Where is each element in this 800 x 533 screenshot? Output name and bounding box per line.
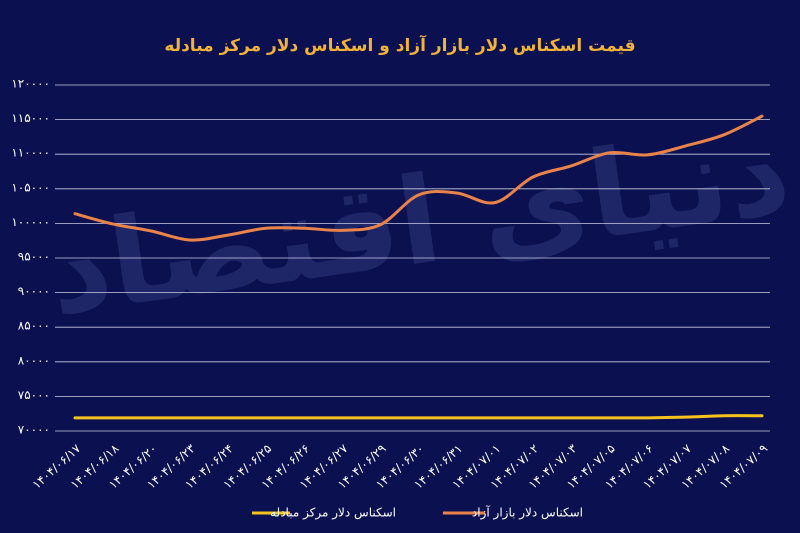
y-tick-label: ۱۲۰۰۰۰ xyxy=(11,77,50,91)
legend-label: اسکناس دلار مرکز مبادله xyxy=(270,506,396,521)
y-tick-label: ۸۵۰۰۰ xyxy=(18,319,50,333)
y-tick-label: ۹۰۰۰۰ xyxy=(18,284,50,298)
series-line xyxy=(73,114,764,242)
y-tick-label: ۱۱۰۰۰۰ xyxy=(11,146,50,160)
y-tick-label: ۱۰۰۰۰۰ xyxy=(11,215,50,229)
legend-label: اسکناس دلار بازار آزاد xyxy=(472,505,583,521)
y-tick-label: ۱۰۵۰۰۰ xyxy=(11,180,50,194)
y-tick-label: ۸۰۰۰۰ xyxy=(18,353,50,367)
series-line xyxy=(73,414,764,420)
y-tick-label: ۹۵۰۰۰ xyxy=(18,250,50,264)
chart-title: قیمت اسکناس دلار بازار آزاد و اسکناس دلا… xyxy=(164,34,635,56)
y-tick-label: ۷۵۰۰۰ xyxy=(18,388,50,402)
y-tick-label: ۷۰۰۰۰ xyxy=(18,423,50,437)
y-tick-label: ۱۱۵۰۰۰ xyxy=(11,111,50,125)
